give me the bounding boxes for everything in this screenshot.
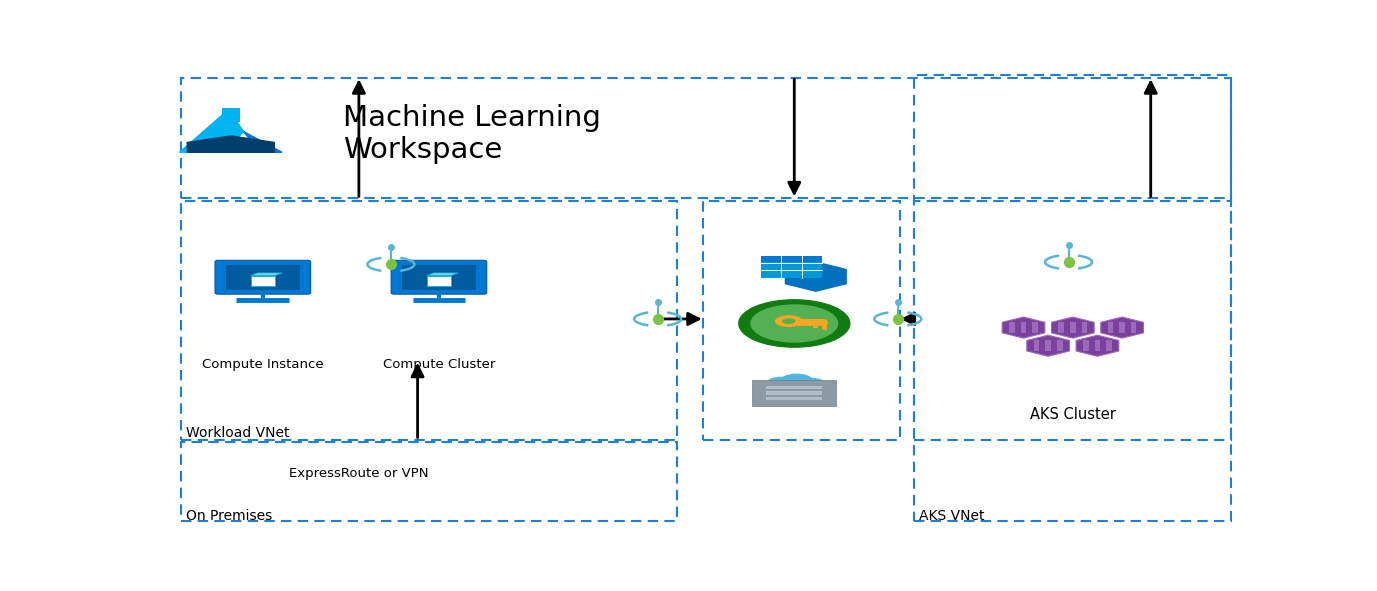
FancyBboxPatch shape: [391, 260, 486, 294]
Bar: [180, 442, 677, 521]
Circle shape: [739, 300, 850, 347]
FancyBboxPatch shape: [1107, 340, 1111, 352]
FancyBboxPatch shape: [767, 391, 822, 395]
FancyBboxPatch shape: [251, 275, 275, 286]
FancyBboxPatch shape: [226, 265, 300, 290]
Polygon shape: [187, 136, 274, 152]
Circle shape: [767, 378, 795, 389]
Bar: [914, 200, 1231, 440]
Polygon shape: [427, 273, 459, 275]
FancyBboxPatch shape: [761, 256, 822, 262]
Bar: [180, 78, 1231, 199]
Text: On Premises: On Premises: [186, 509, 273, 523]
FancyBboxPatch shape: [1020, 322, 1026, 333]
FancyBboxPatch shape: [767, 397, 822, 400]
Polygon shape: [251, 273, 282, 275]
FancyBboxPatch shape: [761, 256, 822, 278]
Text: AKS Cluster: AKS Cluster: [1030, 407, 1115, 422]
Circle shape: [782, 319, 796, 324]
Text: AKS VNet: AKS VNet: [920, 509, 985, 523]
FancyBboxPatch shape: [1009, 322, 1015, 333]
FancyBboxPatch shape: [1058, 340, 1063, 352]
Polygon shape: [179, 110, 244, 152]
FancyBboxPatch shape: [1095, 340, 1100, 352]
Text: Compute Instance: Compute Instance: [202, 358, 324, 371]
FancyBboxPatch shape: [1034, 340, 1040, 352]
FancyBboxPatch shape: [402, 265, 476, 290]
FancyBboxPatch shape: [215, 260, 311, 294]
Circle shape: [781, 374, 812, 388]
FancyBboxPatch shape: [767, 386, 822, 389]
FancyBboxPatch shape: [752, 379, 836, 406]
FancyBboxPatch shape: [427, 275, 452, 286]
FancyBboxPatch shape: [1033, 322, 1038, 333]
Bar: [702, 200, 901, 440]
FancyBboxPatch shape: [1045, 340, 1051, 352]
Text: Workload VNet: Workload VNet: [186, 426, 289, 440]
FancyBboxPatch shape: [1082, 322, 1088, 333]
FancyBboxPatch shape: [222, 108, 240, 122]
Circle shape: [801, 379, 823, 388]
Text: Compute Cluster: Compute Cluster: [383, 358, 496, 371]
FancyBboxPatch shape: [1107, 322, 1113, 333]
FancyBboxPatch shape: [1070, 322, 1075, 333]
FancyBboxPatch shape: [1131, 322, 1136, 333]
Polygon shape: [223, 132, 282, 152]
FancyBboxPatch shape: [1084, 340, 1088, 352]
Circle shape: [775, 315, 803, 327]
Circle shape: [761, 309, 828, 337]
Bar: [914, 76, 1231, 521]
FancyBboxPatch shape: [1059, 322, 1064, 333]
Circle shape: [750, 305, 837, 342]
Text: Machine Learning
Workspace: Machine Learning Workspace: [343, 103, 600, 164]
Text: ExpressRoute or VPN: ExpressRoute or VPN: [289, 467, 428, 480]
FancyBboxPatch shape: [1120, 322, 1125, 333]
Bar: [180, 200, 677, 440]
